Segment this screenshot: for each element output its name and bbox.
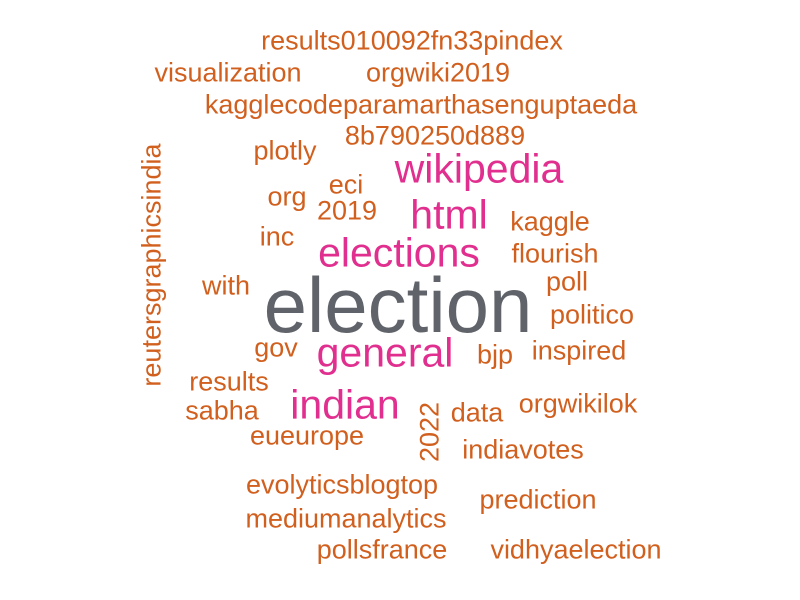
word-election: election (263, 261, 533, 349)
word-eueurope: eueurope (249, 420, 365, 451)
word-reutersgraphicsindia: reutersgraphicsindia (136, 143, 167, 387)
word-politico: politico (549, 299, 635, 330)
word-sabha: sabha (185, 395, 259, 426)
word-bjp: bjp (476, 339, 514, 370)
word-plotly: plotly (253, 135, 317, 166)
word-evolyticsblogtop: evolyticsblogtop (245, 469, 439, 500)
word-results: results (189, 366, 269, 397)
word-visualization: visualization (154, 57, 302, 88)
word-results010092fn33pindex: results010092fn33pindex (261, 25, 563, 56)
word-pollsfrance: pollsfrance (316, 534, 448, 565)
word-indiavotes: indiavotes (462, 434, 584, 465)
word-with: with (201, 270, 251, 301)
word-org: org (267, 181, 307, 212)
word-data: data (450, 397, 504, 428)
word-2019: 2019 (316, 195, 378, 226)
word-prediction: prediction (479, 484, 597, 515)
word-2022: 2022 (414, 401, 445, 463)
word-inspired: inspired (531, 335, 627, 366)
word-orgwiki2019: orgwiki2019 (365, 57, 511, 88)
word-poll: poll (545, 266, 589, 297)
word-inc: inc (259, 221, 295, 252)
word-general: general (316, 329, 454, 376)
word-elections: elections (318, 229, 480, 276)
word-mediumanalytics: mediumanalytics (245, 503, 447, 534)
word-orgwikilok: orgwikilok (518, 388, 638, 419)
word-flourish: flourish (511, 238, 599, 269)
word-kaggle: kaggle (510, 206, 590, 237)
word-eci: eci (328, 169, 364, 200)
word-8b790250d889: 8b790250d889 (344, 120, 526, 151)
word-kagglecodeparamarthasenguptaeda: kagglecodeparamarthasenguptaeda (204, 89, 638, 120)
word-gov: gov (254, 332, 298, 363)
word-indian: indian (290, 381, 400, 428)
word-vidhyaelection: vidhyaelection (490, 534, 662, 565)
word-wikipedia: wikipedia (394, 145, 564, 192)
word-html: html (410, 191, 488, 238)
